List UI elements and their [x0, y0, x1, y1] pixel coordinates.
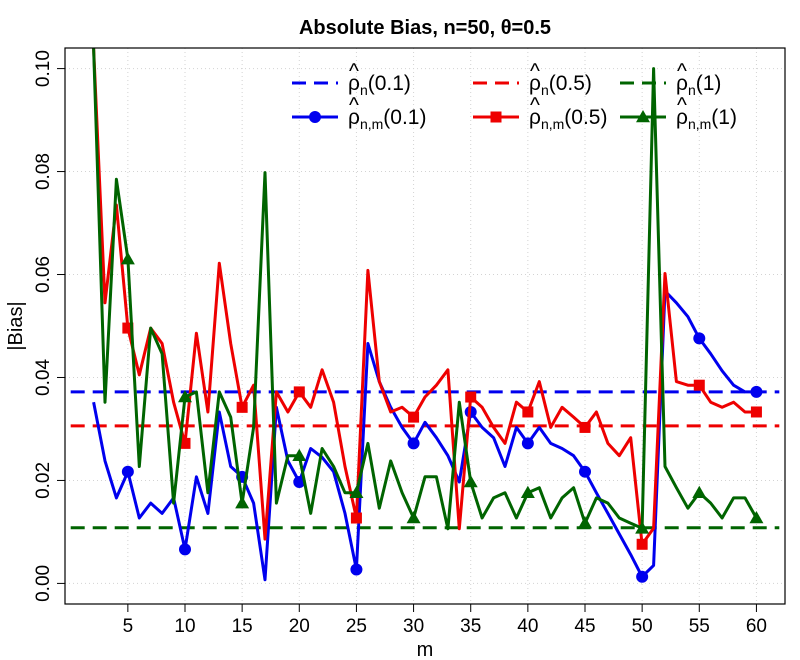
data-point-marker	[635, 521, 650, 534]
x-tick-label: 30	[403, 616, 424, 637]
x-tick-label: 50	[632, 616, 653, 637]
x-tick-label: 20	[289, 616, 310, 637]
data-point-marker	[693, 379, 705, 391]
data-point-marker	[292, 448, 307, 461]
legend-entry-rho-nm-0-5: ^ρn,m(0.5)	[473, 94, 607, 132]
series-rho-nm-0-5	[92, 48, 762, 550]
plot-frame	[64, 47, 786, 605]
series-rho-nm-1	[92, 48, 764, 534]
data-point-marker	[406, 511, 421, 524]
data-point-marker	[407, 437, 420, 450]
x-tick-label: 35	[460, 616, 481, 637]
data-point-marker	[178, 390, 192, 403]
legend-hat: ^	[349, 60, 359, 83]
x-tick-label: 45	[574, 616, 595, 637]
data-point-marker	[122, 322, 134, 334]
series-line	[92, 48, 758, 531]
data-point-marker	[693, 332, 706, 345]
data-point-marker	[465, 391, 477, 403]
data-point-marker	[636, 538, 648, 550]
data-point-marker	[350, 512, 362, 524]
legend-label: ρn,m(1)	[676, 106, 737, 132]
y-tick-label: 0.08	[33, 153, 54, 190]
legend: ^ρn(0.1)^ρn(0.5)^ρn(1)^ρn,m(0.1)^ρn,m(0.…	[292, 60, 737, 132]
data-point-marker	[521, 437, 534, 450]
data-point-marker	[750, 406, 762, 418]
data-point-marker	[235, 496, 250, 509]
data-point-marker	[692, 485, 707, 499]
x-axis-label: m	[417, 639, 434, 660]
x-axis: 5 10 15 20 25 30 35 40 45 50 55 60	[123, 604, 767, 637]
data-point-marker	[349, 485, 364, 499]
data-point-marker	[408, 411, 420, 423]
x-tick-label: 40	[517, 616, 538, 637]
legend-entry-rho-n-0-5: ^ρn(0.5)	[473, 60, 592, 98]
series-layer	[70, 48, 780, 583]
data-point-marker	[636, 570, 649, 583]
x-tick-label: 15	[232, 616, 253, 637]
chart-title: Absolute Bias, n=50, θ=0.5	[299, 17, 551, 39]
data-point-marker	[179, 437, 191, 449]
grid-lines	[65, 48, 785, 604]
data-point-marker	[749, 511, 764, 524]
y-tick-label: 0.00	[33, 565, 54, 602]
legend-entry-rho-n-1: ^ρn(1)	[620, 60, 721, 98]
x-tick-label: 10	[174, 616, 195, 637]
data-point-marker	[293, 475, 306, 488]
y-tick-label: 0.06	[33, 256, 54, 293]
x-tick-label: 55	[689, 616, 710, 637]
data-point-marker	[350, 563, 363, 576]
data-point-marker	[179, 543, 191, 556]
legend-hat: ^	[530, 60, 540, 83]
legend-entry-rho-nm-0-1: ^ρn,m(0.1)	[292, 94, 426, 132]
legend-entry-rho-n-0-1: ^ρn(0.1)	[292, 60, 411, 98]
y-tick-label: 0.10	[33, 50, 54, 87]
legend-entry-rho-nm-1: ^ρn,m(1)	[620, 94, 737, 132]
legend-hat: ^	[530, 94, 540, 117]
y-axis-label: |Bias|	[5, 301, 27, 350]
data-point-marker	[293, 386, 305, 398]
y-axis: 0.00 0.02 0.04 0.06 0.08 0.10	[33, 50, 65, 602]
legend-marker-sample	[309, 111, 321, 123]
legend-hat: ^	[349, 94, 359, 117]
legend-label: ρn(0.5)	[529, 72, 592, 98]
data-point-marker	[463, 474, 478, 488]
legend-hat: ^	[677, 94, 687, 117]
legend-hat: ^	[677, 60, 687, 83]
data-point-marker	[750, 385, 763, 398]
data-point-marker	[579, 421, 591, 433]
legend-marker-sample	[490, 111, 502, 123]
legend-marker-sample	[636, 110, 650, 123]
data-point-marker	[121, 465, 134, 478]
legend-label: ρn,m(0.5)	[529, 106, 607, 132]
legend-label: ρn,m(0.1)	[348, 106, 426, 132]
legend-label: ρn(1)	[676, 72, 721, 98]
data-point-marker	[520, 485, 535, 499]
data-point-marker	[578, 516, 592, 529]
legend-label: ρn(0.1)	[348, 72, 411, 98]
data-point-marker	[236, 401, 248, 413]
x-tick-label: 60	[746, 616, 767, 637]
y-tick-label: 0.04	[33, 359, 54, 396]
data-point-marker	[120, 252, 135, 265]
data-point-marker	[579, 465, 591, 478]
data-point-marker	[522, 406, 534, 418]
y-tick-label: 0.02	[33, 462, 54, 499]
x-tick-label: 25	[346, 616, 367, 637]
x-tick-label: 5	[123, 616, 134, 637]
